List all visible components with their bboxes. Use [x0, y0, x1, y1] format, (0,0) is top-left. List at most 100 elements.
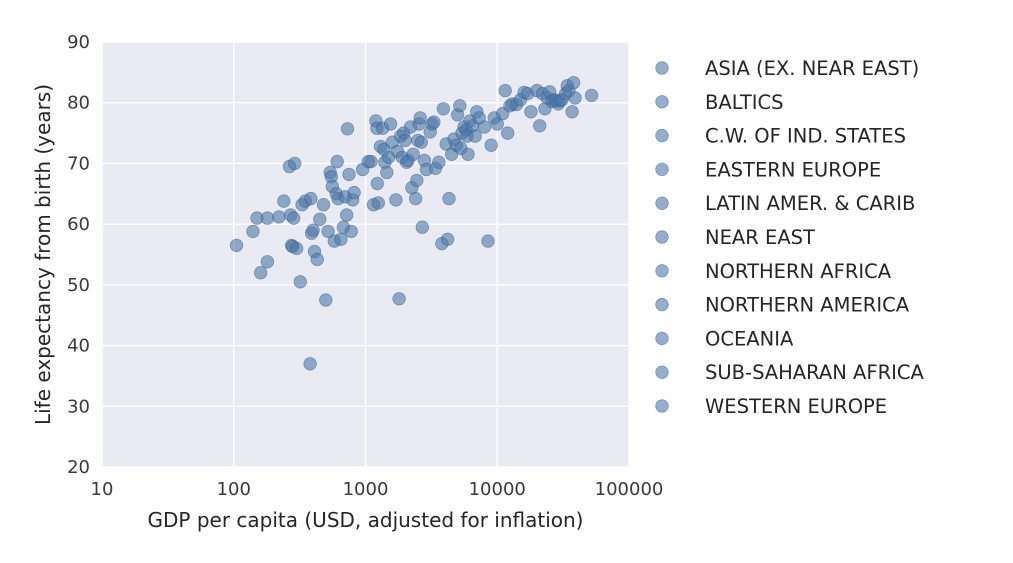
data-point	[304, 191, 318, 206]
legend-marker	[655, 95, 669, 109]
legend-marker	[655, 331, 669, 346]
legend-label: EASTERN EUROPE	[705, 158, 881, 181]
legend-label: C.W. OF IND. STATES	[705, 125, 906, 148]
data-point	[260, 211, 275, 225]
legend-entry: NEAR EAST	[655, 226, 815, 249]
legend-label: NORTHERN AFRICA	[705, 260, 892, 283]
y-tick-label: 80	[67, 93, 90, 114]
data-point	[330, 154, 344, 169]
data-point	[413, 111, 427, 125]
data-point	[288, 156, 302, 171]
legend-entry: EASTERN EUROPE	[655, 158, 881, 181]
data-point	[568, 91, 582, 105]
y-tick-label: 40	[67, 336, 90, 357]
legend-marker	[655, 264, 669, 278]
legend-entry: NORTHERN AFRICA	[655, 260, 892, 283]
data-point	[533, 119, 547, 133]
legend-label: LATIN AMER. & CARIB	[705, 192, 915, 215]
data-point	[380, 165, 394, 180]
data-point	[364, 154, 378, 169]
data-point	[477, 120, 492, 134]
data-point	[415, 220, 430, 234]
data-point	[414, 135, 429, 149]
data-point	[406, 147, 420, 162]
data-point	[436, 102, 451, 116]
data-point	[461, 147, 475, 162]
legend-entry: SUB-SAHARAN AFRICA	[655, 361, 925, 384]
y-tick-label: 70	[67, 153, 90, 174]
y-tick-label: 30	[67, 396, 90, 417]
data-point	[321, 224, 335, 239]
data-point	[370, 176, 385, 191]
legend-label: BALTICS	[705, 91, 784, 114]
data-point	[371, 196, 386, 210]
data-point	[229, 238, 244, 253]
x-tick-label: 1000	[343, 479, 389, 500]
legend-entry: ASIA (EX. NEAR EAST)	[655, 57, 919, 80]
data-point	[289, 241, 304, 256]
legend-marker	[655, 128, 669, 143]
data-point	[334, 232, 348, 247]
data-point	[342, 167, 356, 182]
data-point	[565, 105, 579, 119]
data-point	[383, 117, 398, 131]
x-tick-label: 100000	[595, 479, 664, 500]
data-point	[453, 99, 467, 113]
data-point	[303, 357, 317, 371]
data-point	[408, 191, 423, 206]
data-point	[340, 208, 354, 222]
data-point	[398, 133, 412, 148]
data-point	[389, 193, 403, 207]
legend-marker	[655, 61, 669, 75]
legend-marker	[655, 399, 669, 413]
y-tick-label: 60	[67, 214, 90, 235]
y-tick-label: 50	[67, 275, 90, 296]
data-point	[319, 293, 333, 307]
data-point	[293, 275, 308, 289]
y-tick-label: 90	[67, 32, 90, 53]
data-point	[344, 224, 359, 239]
legend-entry: C.W. OF IND. STATES	[655, 125, 906, 148]
data-point	[310, 252, 324, 267]
legend-entry: LATIN AMER. & CARIB	[655, 192, 915, 215]
data-point	[481, 234, 495, 248]
x-axis-label: GDP per capita (USD, adjusted for inflat…	[148, 508, 584, 532]
x-tick-label: 100	[217, 479, 251, 500]
data-point	[392, 292, 406, 306]
data-point	[566, 75, 581, 90]
legend-entry: NORTHERN AMERICA	[655, 294, 910, 317]
data-points	[229, 75, 599, 371]
data-point	[313, 212, 327, 227]
data-point	[442, 191, 456, 206]
legend-label: NEAR EAST	[705, 226, 815, 249]
legend-entry: BALTICS	[655, 91, 784, 114]
data-point	[501, 126, 515, 140]
data-point	[277, 194, 291, 208]
data-point	[246, 224, 260, 239]
y-axis-label: Life expectancy from birth (years)	[31, 84, 55, 425]
data-point	[340, 122, 355, 136]
legend-marker	[655, 365, 669, 379]
data-point	[427, 115, 441, 129]
x-tick-label: 10000	[469, 479, 526, 500]
data-point	[410, 173, 424, 188]
data-point	[484, 138, 498, 152]
data-point	[490, 117, 505, 131]
data-point	[272, 210, 286, 224]
legend-marker	[655, 162, 669, 177]
data-point	[584, 88, 599, 103]
legend-marker	[655, 297, 669, 312]
data-point	[253, 266, 268, 280]
data-point	[498, 83, 512, 98]
legend-label: SUB-SAHARAN AFRICA	[705, 361, 925, 384]
legend-marker	[655, 196, 669, 210]
data-point	[306, 223, 320, 237]
y-tick-label: 20	[67, 457, 90, 478]
data-point	[260, 255, 275, 269]
data-point	[347, 185, 361, 200]
data-point	[440, 232, 455, 247]
data-point	[432, 155, 446, 169]
legend-label: OCEANIA	[705, 327, 794, 350]
